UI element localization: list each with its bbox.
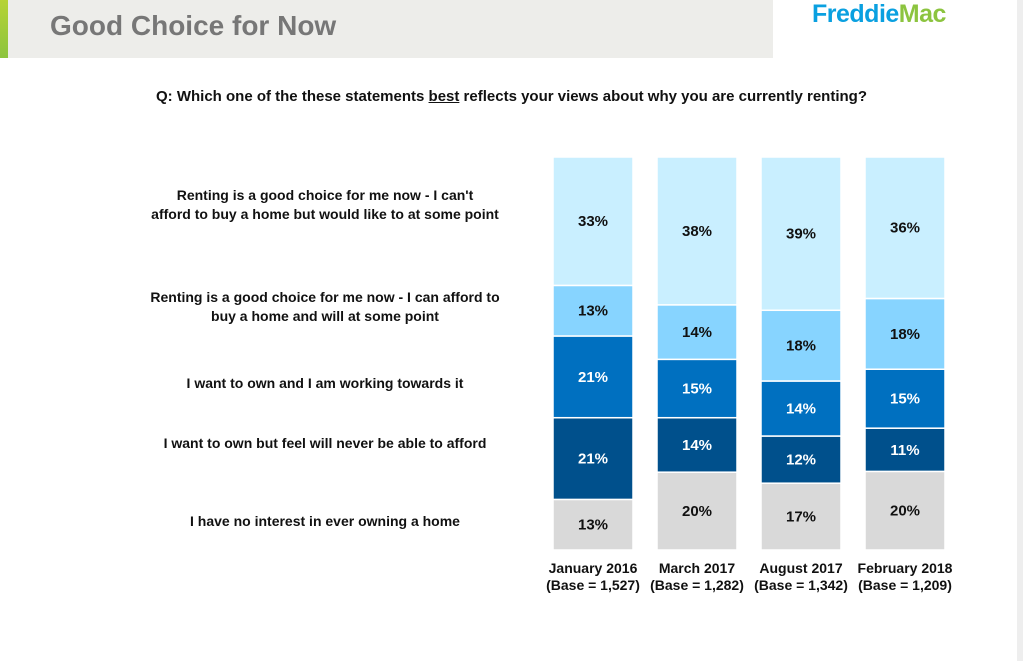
legend-label-can-afford: Renting is a good choice for me now - I …	[150, 289, 500, 324]
bar-segment	[760, 482, 842, 551]
bar-segment	[656, 304, 738, 361]
survey-question: Q: Which one of the these statements bes…	[156, 88, 867, 105]
bar-segment	[552, 416, 634, 501]
bar-segment	[656, 358, 738, 419]
data-label: 18%	[890, 326, 920, 343]
data-label: 15%	[682, 381, 712, 398]
legend-label-cant-afford: Renting is a good choice for me now - I …	[151, 187, 499, 222]
data-label: 17%	[786, 509, 816, 526]
data-label: 11%	[890, 442, 919, 459]
bar-segment	[656, 156, 738, 306]
data-label: 20%	[890, 503, 920, 520]
bar-segment	[656, 471, 738, 551]
right-edge	[1017, 0, 1023, 661]
data-label: 12%	[786, 452, 816, 469]
bar-segment	[552, 284, 634, 337]
bar-segment	[552, 498, 634, 551]
bar-segment	[656, 416, 738, 473]
legend-label-no-interest: I have no interest in ever owning a home	[190, 513, 460, 529]
bar-segment	[864, 368, 946, 429]
bar-segment	[760, 380, 842, 437]
x-tick-label: March 2017 (Base = 1,282)	[650, 560, 744, 593]
data-label: 18%	[786, 338, 816, 355]
data-label: 36%	[890, 220, 920, 237]
legend-label-working-towards: I want to own and I am working towards i…	[186, 375, 464, 391]
data-label: 13%	[578, 517, 608, 534]
bar-segment	[760, 435, 842, 484]
page-title: Good Choice for Now	[50, 10, 337, 41]
legend-label-never-afford: I want to own but feel will never be abl…	[163, 435, 487, 451]
data-label: 13%	[578, 303, 608, 320]
header-band	[8, 0, 773, 58]
x-tick-label: January 2016 (Base = 1,527)	[546, 560, 640, 593]
data-label: 15%	[890, 391, 920, 408]
bar-segment	[552, 156, 634, 287]
data-label: 21%	[578, 451, 608, 468]
data-label: 39%	[786, 226, 816, 243]
data-label: 33%	[578, 213, 608, 230]
data-label: 38%	[682, 223, 712, 240]
data-label: 21%	[578, 369, 608, 386]
data-label: 14%	[682, 324, 712, 341]
accent-bar	[0, 0, 8, 58]
bar-segment	[760, 309, 842, 382]
x-tick-label: August 2017 (Base = 1,342)	[754, 560, 848, 593]
data-label: 14%	[786, 401, 816, 418]
bar-segment	[864, 156, 946, 300]
x-tick-label: February 2018 (Base = 1,209)	[857, 560, 953, 593]
data-label: 14%	[682, 437, 712, 454]
bar-segment	[760, 156, 842, 312]
data-label: 20%	[682, 503, 712, 520]
freddie-mac-logo: FreddieMac	[812, 0, 946, 28]
bar-segment	[864, 297, 946, 370]
